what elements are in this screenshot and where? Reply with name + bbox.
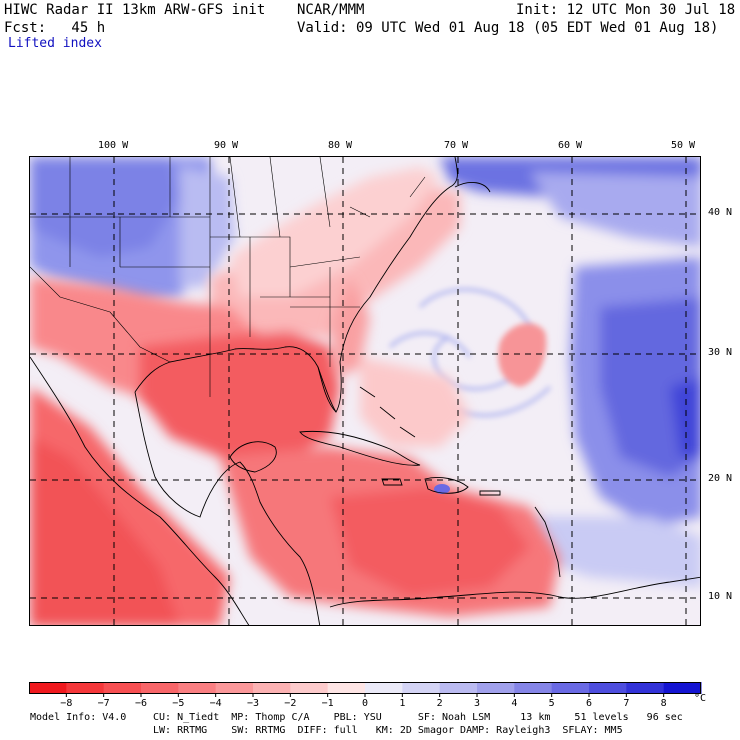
init-time: Init: 12 UTC Mon 30 Jul 18 [516,2,736,18]
field-name: Lifted index [8,36,102,51]
valid-time: Valid: 09 UTC Wed 01 Aug 18 (05 EDT Wed … [297,20,719,36]
lat-label-20n: 20 N [708,473,733,484]
color-scale-tick-label: −5 [172,698,184,708]
stable-region-west [30,157,235,302]
unstable-region-land [30,167,460,625]
lon-label-50w: 50 W [671,140,696,151]
color-scale-swatch [141,682,179,694]
color-scale-swatch [626,682,665,694]
color-scale-swatch [215,682,254,694]
model-info: Model Info: V4.0 [30,712,127,723]
lon-label-80w: 80 W [328,140,353,151]
unstable-region-gulf-caribbean [140,277,560,617]
color-scale-swatch [327,682,366,694]
color-scale-swatch [514,682,553,694]
color-scale-tick-label: 5 [549,698,555,708]
color-scale-border [29,682,701,694]
color-scale: −8 −7 −6 −5 −4 −3 −2 −1 0 1 2 3 4 5 6 7 8 [29,682,734,712]
color-scale-tick-label: −1 [322,698,334,708]
lon-label-90w: 90 W [214,140,239,151]
lat-label-30n: 30 N [708,347,733,358]
lat-label-10n: 10 N [708,591,733,602]
coastlines [30,157,700,625]
lon-label-60w: 60 W [558,140,583,151]
unstable-cell-atlantic [498,323,547,387]
color-scale-tick-label: 1 [399,698,405,708]
lon-label-70w: 70 W [444,140,469,151]
color-scale-bar: −8 −7 −6 −5 −4 −3 −2 −1 0 1 2 3 4 5 6 7 8 [29,682,702,709]
color-scale-swatch [477,682,515,694]
color-scale-tick-label: 6 [586,698,592,708]
color-scale-swatch [365,682,403,694]
color-scale-tick-label: 3 [474,698,480,708]
color-scale-tick-label: −3 [247,698,259,708]
product-title: HIWC Radar II 13km ARW-GFS init [4,2,266,18]
color-scale-swatch [589,682,627,694]
color-scale-tick-label: −2 [284,698,296,708]
color-scale-swatch [551,682,590,694]
color-scale-tick-label: 0 [362,698,368,708]
color-scale-tick-label: −6 [135,698,147,708]
stable-spot-hispaniola [434,484,450,494]
model-physics-1: CU: N_Tiedt MP: Thomp C/A PBL: YSU SF: N… [153,712,683,723]
stable-region-east-atlantic [530,257,700,587]
color-scale-tick-label: 2 [437,698,443,708]
color-scale-swatch [439,682,478,694]
lat-lon-grid [30,157,700,625]
color-scale-tick-label: 8 [661,698,667,708]
color-scale-tick-label: −7 [98,698,110,708]
color-scale-swatch [253,682,291,694]
color-scale-unit: °C [694,693,707,704]
color-scale-swatch [663,682,702,694]
color-scale-swatch [103,682,142,694]
map-canvas [30,157,700,625]
political-borders [30,157,426,397]
lat-label-40n: 40 N [708,207,733,218]
color-scale-swatch [290,682,329,694]
color-scale-tick-label: 7 [623,698,629,708]
color-scale-tick-label: −4 [210,698,222,708]
color-scale-swatch [29,682,67,694]
forecast-hour: Fcst: 45 h [4,20,106,36]
model-physics-2: LW: RRTMG SW: RRTMG DIFF: full KM: 2D Sm… [153,725,623,736]
color-scale-swatch [66,682,105,694]
source-label: NCAR/MMM [297,2,365,18]
lon-label-100w: 100 W [98,140,129,151]
color-scale-swatch [178,682,217,694]
lifted-index-map [29,156,701,626]
color-scale-tick-label: −8 [60,698,72,708]
color-scale-swatch [402,682,441,694]
color-scale-tick-label: 4 [511,698,517,708]
